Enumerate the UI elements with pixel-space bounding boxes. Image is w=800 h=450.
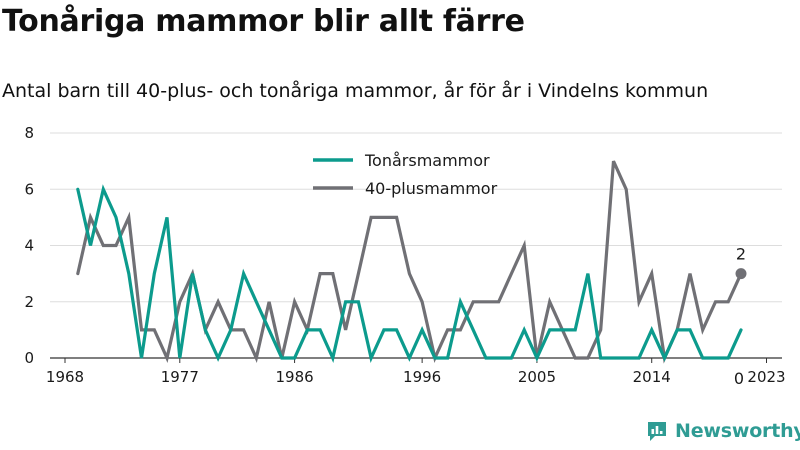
x-tick-label: 2023 xyxy=(747,368,785,386)
newsworthy-brand: Newsworthy xyxy=(645,419,800,443)
series-line-40-plusmammor xyxy=(76,160,743,364)
x-tick-label: 1968 xyxy=(46,368,84,386)
end-value-label: 2 xyxy=(736,245,746,264)
x-tick-label: 2014 xyxy=(633,368,671,386)
x-tick-label: 1986 xyxy=(275,368,313,386)
series-line-tonarsmammor xyxy=(76,184,743,363)
y-tick-label: 4 xyxy=(24,237,34,255)
y-tick-label: 6 xyxy=(24,180,34,198)
y-tick-label: 0 xyxy=(24,349,34,367)
y-tick-label: 8 xyxy=(24,124,34,142)
chart-subtitle: Antal barn till 40-plus- och tonåriga ma… xyxy=(2,80,709,102)
brand-name: Newsworthy xyxy=(675,420,800,442)
newsworthy-logo-icon xyxy=(648,422,666,441)
chart-title: Tonåriga mammor blir allt färre xyxy=(2,4,525,39)
legend-label: Tonårsmammor xyxy=(364,151,490,170)
x-tick-label: 2005 xyxy=(518,368,556,386)
end-point-marker xyxy=(735,268,747,280)
x-tick-label: 1996 xyxy=(403,368,441,386)
legend-label: 40-plusmammor xyxy=(365,179,498,198)
y-tick-label: 2 xyxy=(24,293,34,311)
x-tick-label: 1977 xyxy=(161,368,199,386)
end-value-label: 0 xyxy=(734,369,744,388)
